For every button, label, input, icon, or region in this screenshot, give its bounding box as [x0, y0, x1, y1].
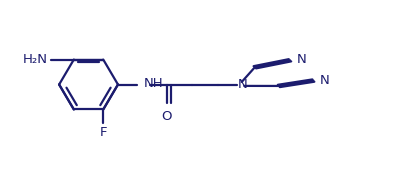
- Text: N: N: [296, 53, 306, 66]
- Text: O: O: [162, 110, 172, 123]
- Text: N: N: [237, 78, 247, 91]
- Text: H₂N: H₂N: [22, 53, 47, 66]
- Text: NH: NH: [143, 77, 162, 90]
- Text: N: N: [319, 74, 329, 87]
- Text: F: F: [99, 126, 107, 139]
